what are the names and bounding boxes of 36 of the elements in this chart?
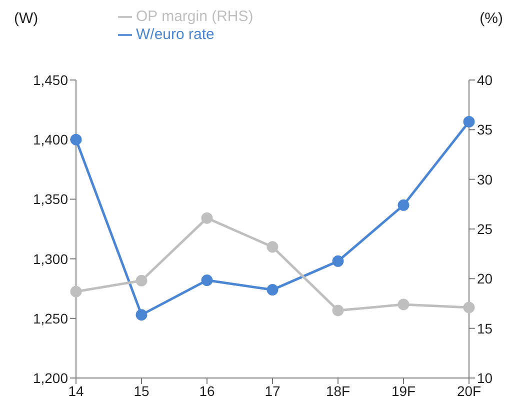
point <box>332 304 344 316</box>
x-tick-label: 14 <box>68 382 84 399</box>
point <box>398 199 410 211</box>
legend-label: W/euro rate <box>136 26 214 43</box>
point <box>463 302 475 314</box>
point <box>266 284 278 296</box>
y-tick-label: 1,250 <box>32 310 68 326</box>
x-tick-label: 19F <box>391 382 416 399</box>
point <box>266 241 278 253</box>
point <box>332 255 344 267</box>
y-tick-label: 1,450 <box>32 72 68 88</box>
y-tick-label: 1,300 <box>32 250 68 267</box>
point <box>398 298 410 310</box>
y-axis-title: (W) <box>14 10 38 27</box>
x-tick-label: 18F <box>326 382 350 399</box>
point <box>70 286 82 298</box>
y2-tick-label: 15 <box>477 320 493 336</box>
y2-tick-label: 30 <box>477 171 493 188</box>
y2-axis-title: (%) <box>480 10 503 27</box>
y-tick-label: 1,350 <box>32 191 68 208</box>
y2-tick-label: 40 <box>477 72 493 88</box>
point <box>201 212 213 224</box>
y-tick-label: 1,400 <box>32 132 68 148</box>
point <box>201 274 213 286</box>
point <box>463 116 475 128</box>
point <box>70 134 82 146</box>
x-tick-label: 17 <box>264 382 280 399</box>
point <box>136 309 148 321</box>
x-tick-label: 16 <box>199 382 215 399</box>
y-tick-label: 1,200 <box>32 370 68 386</box>
y2-tick-label: 35 <box>477 122 493 138</box>
y2-tick-label: 20 <box>477 270 493 287</box>
x-tick-label: 15 <box>134 382 150 399</box>
legend-label: OP margin (RHS) <box>136 8 254 25</box>
y2-tick-label: 25 <box>477 220 493 237</box>
point <box>136 274 148 286</box>
